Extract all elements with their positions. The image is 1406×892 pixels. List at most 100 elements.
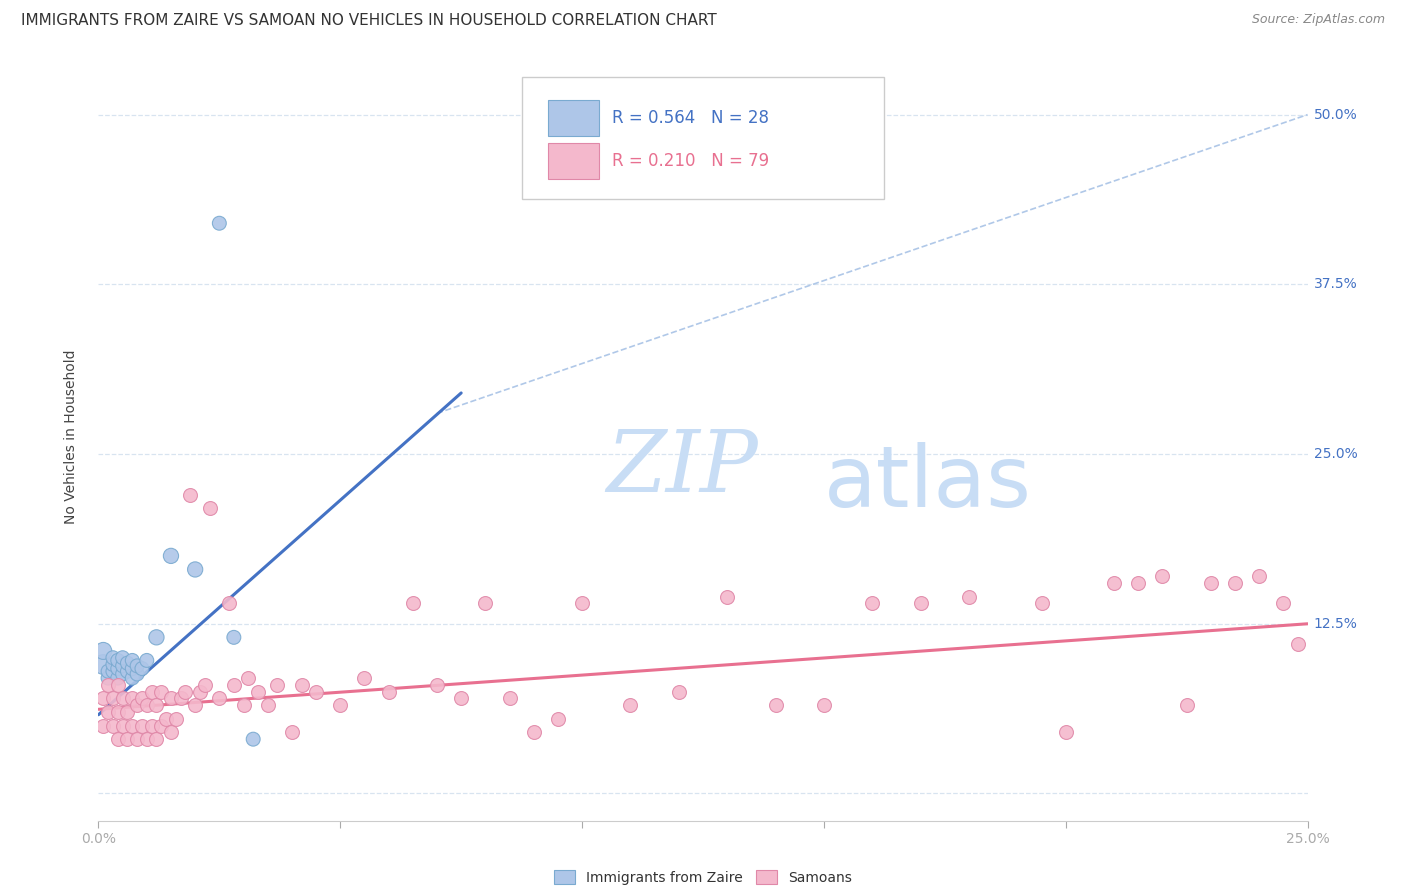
Point bbox=[131, 662, 153, 676]
Text: 50.0%: 50.0% bbox=[1313, 108, 1357, 121]
Point bbox=[111, 650, 134, 665]
Point bbox=[121, 671, 143, 685]
Point bbox=[1286, 637, 1309, 651]
Point bbox=[377, 684, 399, 698]
Text: R = 0.210   N = 79: R = 0.210 N = 79 bbox=[612, 152, 769, 169]
Bar bbox=[548, 100, 599, 136]
Point bbox=[121, 653, 143, 667]
Point bbox=[222, 631, 245, 645]
Point bbox=[121, 691, 143, 706]
Point bbox=[111, 667, 134, 681]
Point bbox=[160, 691, 183, 706]
Point bbox=[208, 691, 231, 706]
Text: R = 0.564   N = 28: R = 0.564 N = 28 bbox=[612, 109, 769, 127]
Point bbox=[1152, 569, 1174, 583]
Point bbox=[305, 684, 328, 698]
Point bbox=[101, 657, 124, 672]
Point bbox=[97, 705, 120, 719]
Point bbox=[127, 658, 149, 673]
Point bbox=[107, 653, 129, 667]
Point bbox=[127, 732, 149, 747]
Text: 25.0%: 25.0% bbox=[1313, 447, 1357, 461]
Point bbox=[232, 698, 254, 713]
Point bbox=[91, 644, 114, 658]
Point bbox=[91, 657, 114, 672]
Text: 37.5%: 37.5% bbox=[1313, 277, 1357, 292]
Point bbox=[141, 684, 163, 698]
Point bbox=[1054, 725, 1077, 739]
Point bbox=[194, 678, 217, 692]
Point bbox=[198, 501, 221, 516]
Point bbox=[765, 698, 787, 713]
Point bbox=[135, 653, 157, 667]
Point bbox=[101, 718, 124, 732]
Point bbox=[165, 712, 187, 726]
Point bbox=[131, 691, 153, 706]
Point bbox=[957, 590, 980, 604]
Point bbox=[523, 725, 546, 739]
Bar bbox=[548, 143, 599, 179]
Point bbox=[101, 665, 124, 679]
Text: Source: ZipAtlas.com: Source: ZipAtlas.com bbox=[1251, 13, 1385, 27]
Point bbox=[91, 718, 114, 732]
Point bbox=[117, 665, 139, 679]
Point bbox=[117, 705, 139, 719]
Point bbox=[145, 698, 167, 713]
Point bbox=[498, 691, 520, 706]
Point bbox=[97, 671, 120, 685]
Point bbox=[169, 691, 191, 706]
Point bbox=[160, 549, 183, 563]
Point bbox=[619, 698, 641, 713]
Point bbox=[474, 596, 496, 610]
Point bbox=[402, 596, 425, 610]
Point bbox=[1102, 576, 1125, 591]
Point bbox=[860, 596, 883, 610]
Point bbox=[127, 698, 149, 713]
Point bbox=[135, 698, 157, 713]
Point bbox=[101, 691, 124, 706]
Text: IMMIGRANTS FROM ZAIRE VS SAMOAN NO VEHICLES IN HOUSEHOLD CORRELATION CHART: IMMIGRANTS FROM ZAIRE VS SAMOAN NO VEHIC… bbox=[21, 13, 717, 29]
Text: ZIP: ZIP bbox=[606, 426, 758, 509]
Point bbox=[107, 662, 129, 676]
Point bbox=[101, 650, 124, 665]
Point bbox=[131, 718, 153, 732]
Point bbox=[188, 684, 211, 698]
Point bbox=[145, 631, 167, 645]
Point bbox=[107, 671, 129, 685]
Point bbox=[1272, 596, 1295, 610]
Point bbox=[910, 596, 932, 610]
Point bbox=[281, 725, 304, 739]
Point bbox=[1223, 576, 1246, 591]
Point bbox=[218, 596, 240, 610]
Point bbox=[184, 698, 207, 713]
Point bbox=[111, 658, 134, 673]
Point bbox=[111, 718, 134, 732]
Point bbox=[571, 596, 593, 610]
Point bbox=[716, 590, 738, 604]
Point bbox=[256, 698, 278, 713]
Point bbox=[813, 698, 835, 713]
Point bbox=[238, 671, 260, 685]
Point bbox=[290, 678, 312, 692]
Point bbox=[127, 667, 149, 681]
Text: 12.5%: 12.5% bbox=[1313, 616, 1358, 631]
Point bbox=[155, 712, 177, 726]
Point bbox=[117, 656, 139, 670]
Point bbox=[242, 732, 264, 747]
Point bbox=[150, 718, 173, 732]
Point bbox=[97, 665, 120, 679]
Point bbox=[1128, 576, 1150, 591]
Point bbox=[150, 684, 173, 698]
Point bbox=[111, 691, 134, 706]
FancyBboxPatch shape bbox=[522, 77, 884, 199]
Point bbox=[353, 671, 375, 685]
Point bbox=[208, 216, 231, 230]
Point bbox=[145, 732, 167, 747]
Point bbox=[222, 678, 245, 692]
Point bbox=[329, 698, 352, 713]
Point bbox=[107, 705, 129, 719]
Point bbox=[1031, 596, 1053, 610]
Point bbox=[174, 684, 197, 698]
Point bbox=[1249, 569, 1271, 583]
Point bbox=[141, 718, 163, 732]
